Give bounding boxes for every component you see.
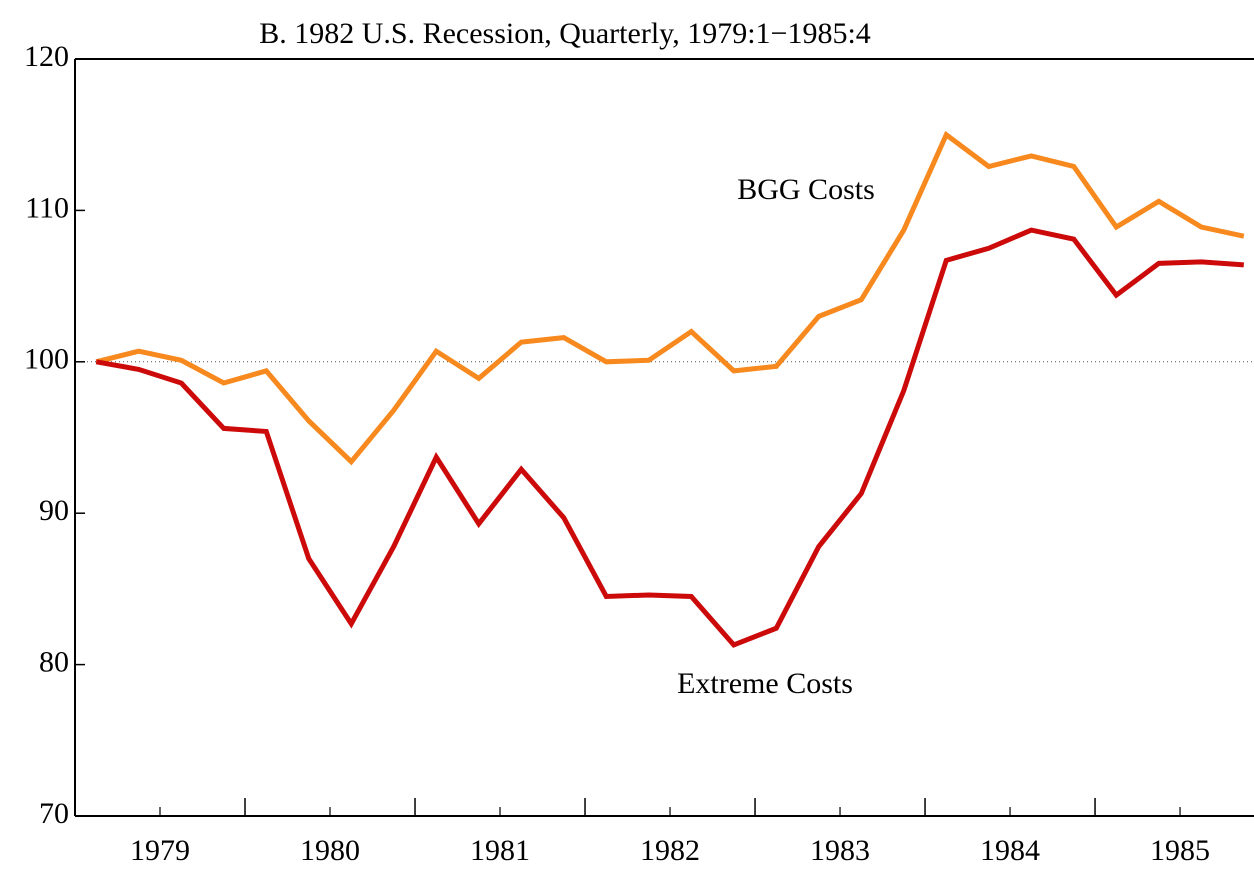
series-label: BGG Costs — [737, 173, 875, 206]
y-tick-label: 90 — [39, 494, 69, 527]
series-line — [95, 130, 1245, 466]
x-tick-label: 1979 — [130, 834, 190, 867]
x-tick-label: 1981 — [470, 834, 530, 867]
x-tick-label: 1983 — [810, 834, 870, 867]
plot-area: 70 80 90 100 110 120 1979 1980 1981 1982 1983 1984 1… — [24, 40, 1254, 867]
chart-title: B. 1982 U.S. Recession, Quarterly, 1979:… — [259, 17, 871, 50]
y-tick-label: 110 — [25, 191, 69, 224]
y-tick-label: 100 — [24, 343, 69, 376]
x-tick-label: 1985 — [1150, 834, 1210, 867]
x-tick-label: 1984 — [980, 834, 1040, 867]
x-tick-label: 1982 — [640, 834, 700, 867]
y-tick-label: 70 — [39, 797, 69, 830]
series-label: Extreme Costs — [677, 667, 853, 700]
y-tick-label: 120 — [24, 40, 69, 73]
series-line — [95, 227, 1244, 648]
x-tick-label: 1980 — [300, 834, 360, 867]
y-tick-label: 80 — [39, 645, 69, 678]
